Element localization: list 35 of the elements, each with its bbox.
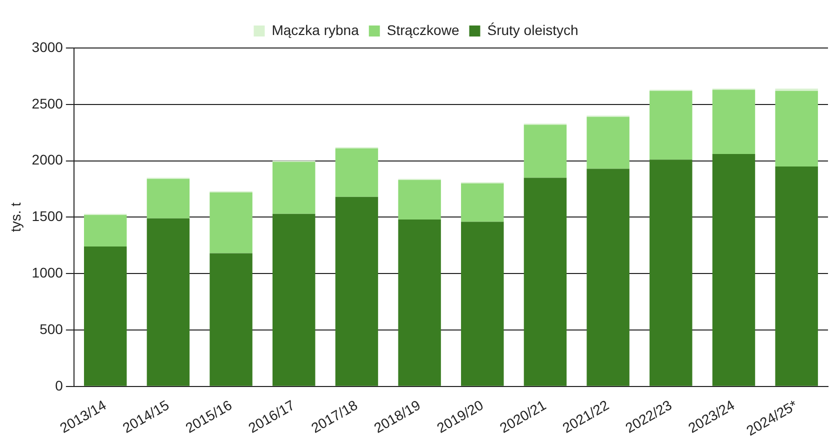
y-tick-label: 0	[55, 377, 64, 394]
bar	[650, 160, 692, 386]
legend-label: Śruty oleistych	[487, 22, 578, 38]
bar	[775, 90, 818, 166]
bar	[398, 180, 441, 220]
bar	[335, 148, 378, 197]
y-axis-title: tys. t	[7, 202, 24, 232]
bar	[775, 166, 818, 386]
bar	[524, 178, 567, 386]
bar	[712, 90, 756, 154]
bar	[712, 154, 756, 386]
legend-label: Strączkowe	[386, 22, 460, 38]
bar	[650, 90, 692, 160]
bar	[586, 116, 630, 169]
bar	[210, 192, 252, 254]
bar	[84, 214, 127, 247]
legend-label: Mączka rybna	[272, 22, 360, 38]
bar	[272, 214, 316, 386]
y-tick-label: 2500	[32, 95, 64, 112]
bar	[524, 124, 567, 178]
y-tick-label: 1500	[32, 208, 64, 224]
bar	[461, 183, 504, 222]
y-tick-label: 1000	[32, 264, 64, 280]
y-tick-label: 500	[40, 320, 64, 337]
bar	[146, 218, 190, 386]
bar	[398, 219, 441, 386]
bar	[586, 168, 630, 386]
y-tick-label: 2000	[32, 152, 64, 168]
bar	[210, 253, 252, 386]
bar	[272, 162, 316, 214]
bar	[84, 246, 127, 386]
bar	[146, 178, 190, 218]
bar	[461, 222, 504, 386]
y-tick-label: 3000	[32, 38, 64, 55]
bar	[335, 196, 378, 386]
